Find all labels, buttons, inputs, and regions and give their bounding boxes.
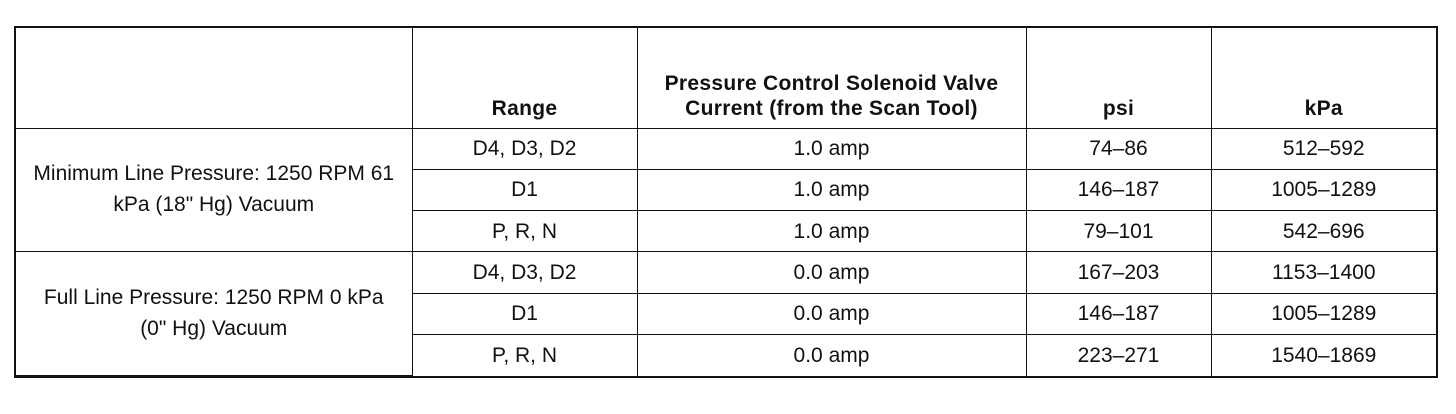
cell-psi: 223–271: [1025, 333, 1212, 376]
cell-range: P, R, N: [412, 209, 638, 253]
cell-kpa: 512–592: [1210, 127, 1436, 170]
cell-psi: 167–203: [1025, 251, 1212, 294]
cell-current: 0.0 amp: [636, 251, 1027, 294]
condition-full-line-pressure: Full Line Pressure: 1250 RPM 0 kPa (0" H…: [16, 251, 413, 376]
cell-current: 1.0 amp: [636, 168, 1027, 212]
line-pressure-table-frame: Range Pressure Control Solenoid Valve Cu…: [14, 26, 1438, 378]
table-row: P, R, N 0.0 amp 223–271 1540–1869: [16, 333, 1436, 376]
header-solenoid-current: Pressure Control Solenoid Valve Current …: [636, 28, 1027, 129]
header-range: Range: [411, 28, 638, 129]
cell-kpa: 1005–1289: [1210, 168, 1436, 212]
cell-psi: 146–187: [1025, 292, 1212, 335]
cell-kpa: 1540–1869: [1210, 333, 1436, 376]
table-row: Minimum Line Pressure: 1250 RPM 61 kPa (…: [16, 127, 1436, 253]
cell-current: 0.0 amp: [636, 292, 1027, 335]
cell-psi: 79–101: [1025, 209, 1212, 253]
cell-range: D1: [412, 168, 638, 212]
cell-psi: 74–86: [1025, 127, 1212, 170]
cell-kpa: 1153–1400: [1210, 251, 1436, 294]
cell-range: D4, D3, D2: [411, 251, 638, 294]
header-row: Range Pressure Control Solenoid Valve Cu…: [16, 28, 1436, 129]
cell-psi: 146–187: [1025, 168, 1212, 212]
table-row: Full Line Pressure: 1250 RPM 0 kPa (0" H…: [16, 251, 1436, 376]
line-pressure-table: Range Pressure Control Solenoid Valve Cu…: [16, 28, 1436, 376]
cell-range: D4, D3, D2: [411, 127, 638, 170]
cell-kpa: 1005–1289: [1210, 292, 1436, 335]
table-row: P, R, N 1.0 amp 79–101 542–696: [16, 209, 1436, 253]
header-psi: psi: [1025, 28, 1212, 129]
cell-current: 1.0 amp: [636, 209, 1027, 253]
header-condition: [16, 28, 413, 129]
cell-range: D1: [412, 292, 638, 335]
cell-current: 1.0 amp: [636, 127, 1027, 170]
cell-current: 0.0 amp: [636, 333, 1027, 376]
condition-minimum-line-pressure: Minimum Line Pressure: 1250 RPM 61 kPa (…: [16, 127, 413, 253]
header-kpa: kPa: [1210, 28, 1436, 129]
cell-range: P, R, N: [412, 333, 638, 376]
cell-kpa: 542–696: [1210, 209, 1436, 253]
table-row: D1 0.0 amp 146–187 1005–1289: [16, 292, 1436, 335]
